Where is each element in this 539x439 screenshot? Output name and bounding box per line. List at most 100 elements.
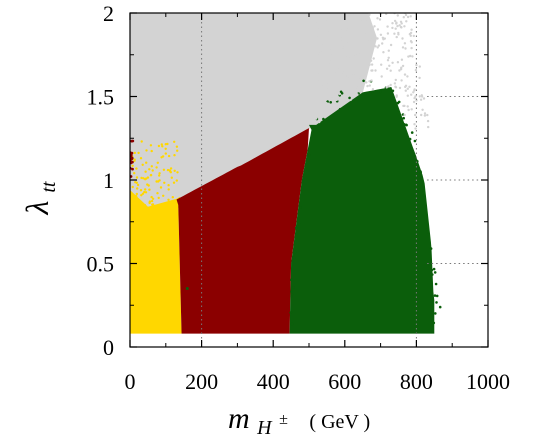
- y-axis-title-main: λ: [19, 200, 55, 215]
- scatter-point-green: [402, 123, 406, 126]
- scatter-point-green: [430, 268, 434, 272]
- scatter-point-gray: [366, 38, 369, 41]
- scatter-point-green: [322, 117, 325, 121]
- scatter-point-gray: [317, 114, 321, 118]
- scatter-point-gray: [365, 81, 368, 84]
- scatter-point-gray: [386, 25, 389, 28]
- scatter-point-gray: [325, 50, 328, 53]
- scatter-point-gray: [348, 13, 351, 17]
- scatter-point-yellow: [176, 149, 179, 152]
- scatter-point-gray: [368, 80, 371, 83]
- scatter-point-gray: [358, 76, 362, 79]
- scatter-point-gray: [376, 37, 379, 40]
- scatter-point-gray: [353, 28, 356, 31]
- yellow-region: [130, 190, 182, 334]
- scatter-point-gray: [371, 88, 375, 91]
- scatter-point-green: [408, 137, 412, 141]
- scatter-point-gray: [410, 108, 413, 111]
- scatter-point-yellow: [156, 180, 160, 183]
- scatter-point-gray: [341, 29, 344, 32]
- scatter-point-yellow: [144, 188, 147, 191]
- scatter-point-gray: [319, 32, 323, 35]
- scatter-point-gray: [403, 42, 407, 45]
- scatter-point-green: [435, 294, 439, 298]
- scatter-point-gray: [420, 95, 424, 98]
- scatter-point-gray: [395, 95, 398, 99]
- scatter-point-gray: [329, 8, 331, 10]
- scatter-point-yellow: [158, 174, 161, 177]
- scatter-point-yellow: [149, 174, 153, 177]
- scatter-point-yellow: [151, 203, 155, 206]
- scatter-point-gray: [338, 63, 341, 66]
- scatter-point-gray: [404, 89, 407, 92]
- scatter-point-gray: [324, 55, 328, 58]
- scatter-point-gray: [369, 38, 373, 41]
- scatter-point-gray: [329, 49, 332, 52]
- scatter-point-gray: [316, 33, 319, 36]
- scatter-point-yellow: [169, 167, 173, 170]
- scatter-point-green: [413, 139, 417, 143]
- scatter-point-gray: [403, 25, 406, 28]
- scatter-point-gray: [361, 18, 364, 21]
- scatter-point-green: [432, 321, 436, 325]
- scatter-point-yellow: [145, 161, 148, 164]
- y-axis-title-subscript: tt: [38, 181, 60, 193]
- scatter-point-green: [438, 305, 442, 309]
- x-tick-label: 800: [400, 369, 433, 394]
- scatter-point-yellow: [156, 161, 159, 164]
- scatter-point-gray: [372, 42, 376, 46]
- scatter-point-gray: [393, 32, 396, 35]
- scatter-point-gray: [372, 41, 375, 44]
- scatter-point-gray: [419, 98, 423, 101]
- scatter-point-yellow: [140, 140, 143, 143]
- scatter-point-gray: [337, 4, 339, 6]
- scatter-point-yellow: [140, 194, 143, 197]
- scatter-point-gray: [324, 106, 327, 110]
- scatter-point-gray: [339, 0, 341, 1]
- scatter-point-gray: [321, 90, 324, 94]
- scatter-point-gray: [343, 87, 346, 90]
- y-tick-label: 1: [103, 168, 114, 193]
- scatter-point-gray: [325, 48, 328, 51]
- scatter-point-gray: [341, 71, 345, 74]
- scatter-point-gray: [391, 0, 393, 2]
- scatter-point-gray: [391, 26, 394, 30]
- scatter-point-gray: [385, 67, 389, 71]
- scatter-point-gray: [365, 18, 368, 21]
- scatter-point-yellow: [160, 143, 163, 146]
- scatter-point-gray: [317, 102, 320, 105]
- scatter-point-gray: [376, 28, 380, 31]
- scatter-point-gray: [379, 33, 383, 36]
- scatter-point-gray: [413, 89, 416, 92]
- scatter-point-gray: [352, 22, 356, 25]
- scatter-point-green: [293, 250, 297, 254]
- scatter-point-yellow: [173, 154, 176, 157]
- scatter-point-gray: [339, 1, 341, 3]
- scatter-point-gray: [426, 119, 430, 123]
- scatter-point-yellow: [167, 198, 170, 201]
- scatter-point-green: [391, 89, 395, 93]
- scatter-point-gray: [355, 91, 358, 94]
- scatter-point-green: [292, 256, 296, 260]
- scatter-point-gray: [327, 31, 330, 35]
- scatter-point-gray: [376, 17, 379, 20]
- grid-lines: [201, 13, 488, 347]
- scatter-point-gray: [359, 43, 363, 46]
- scatter-point-gray: [402, 6, 404, 8]
- scatter-point-gray: [337, 59, 340, 62]
- scatter-point-gray: [363, 39, 366, 42]
- scatter-point-gray: [345, 28, 349, 31]
- scatter-point-gray: [359, 52, 363, 56]
- scatter-point-green: [433, 271, 437, 274]
- scatter-point-gray: [359, 39, 362, 43]
- scatter-point-darkred: [130, 156, 134, 160]
- scatter-point-gray: [341, 45, 344, 49]
- scatter-point-yellow: [167, 154, 171, 158]
- scatter-point-yellow: [157, 196, 160, 200]
- scatter-point-gray: [324, 98, 327, 102]
- scatter-point-gray: [330, 9, 332, 11]
- scatter-point-gray: [408, 85, 411, 89]
- scatter-point-gray: [422, 97, 426, 100]
- scatter-point-gray: [389, 43, 393, 47]
- scatter-point-yellow: [172, 181, 176, 184]
